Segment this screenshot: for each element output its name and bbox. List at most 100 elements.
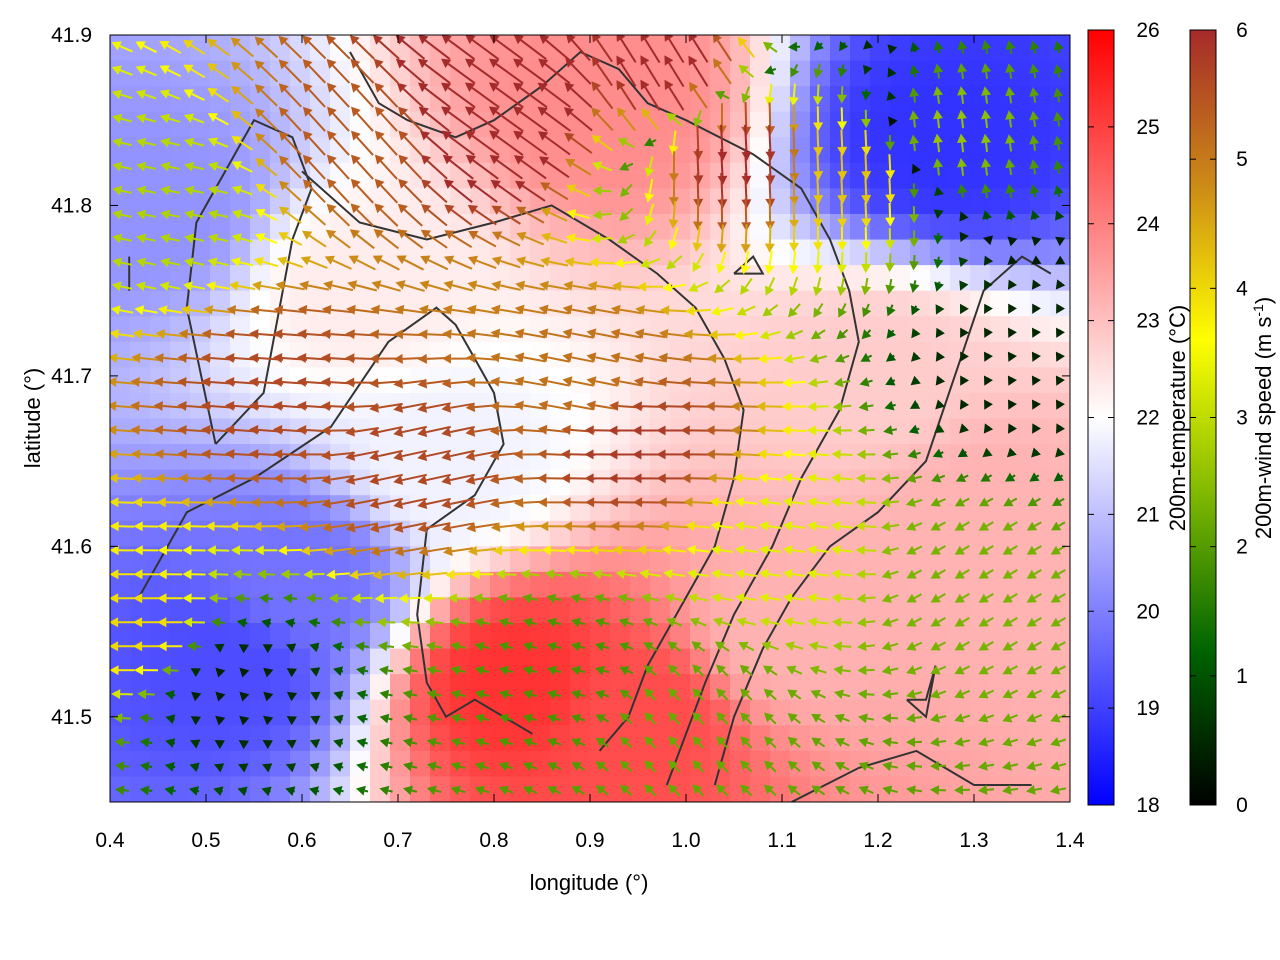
wind-arrow-head	[111, 65, 122, 75]
wind-arrow-head	[205, 521, 215, 532]
wind-arrow-shaft	[212, 309, 233, 314]
wind-arrow-head	[227, 497, 237, 508]
wind-arrow-shaft	[284, 41, 303, 59]
temperature-cell	[690, 648, 711, 675]
temperature-cell	[270, 188, 291, 215]
wind-arrow-shaft	[123, 741, 130, 744]
temperature-cell	[870, 290, 891, 317]
wind-arrow-shaft	[190, 68, 206, 79]
temperature-cell	[170, 546, 191, 573]
wind-arrow	[210, 617, 226, 628]
wind-arrow-head	[302, 59, 313, 69]
wind-arrow-shaft	[141, 333, 160, 338]
wind-arrow-shaft	[307, 523, 330, 528]
temperature-cell	[510, 265, 531, 292]
temperature-cell	[670, 341, 691, 368]
wind-arrow	[111, 89, 133, 100]
temperature-cell	[310, 623, 331, 650]
temperature-cell	[450, 265, 471, 292]
wind-arrow-head	[225, 449, 235, 459]
temperature-cell	[410, 392, 431, 420]
temperature-cell	[630, 571, 651, 599]
temperature-cell	[110, 188, 131, 215]
wind-arrow-shaft	[307, 40, 327, 60]
wind-arrow	[132, 473, 161, 484]
wind-arrow	[159, 281, 181, 292]
temperature-cell	[370, 162, 391, 189]
temperature-cell	[890, 239, 911, 266]
wind-arrow-shaft	[363, 645, 370, 648]
temperature-cell	[610, 35, 631, 62]
temperature-cell	[890, 316, 911, 343]
temperature-cell	[770, 725, 791, 752]
wind-arrow-head	[213, 786, 224, 796]
wind-arrow-shaft	[308, 185, 326, 203]
wind-arrow-head	[325, 229, 337, 240]
temperature-cell	[670, 444, 691, 471]
temperature-cell	[530, 776, 551, 802]
wind-arrow	[136, 257, 157, 268]
wind-arrow-head	[323, 546, 334, 556]
wind-arrow	[113, 713, 131, 724]
temperature-cell	[490, 341, 511, 368]
wind-arrow	[136, 209, 156, 220]
wind-arrow-shaft	[119, 309, 134, 314]
temperature-cell	[850, 444, 871, 471]
wind-arrow	[205, 521, 231, 532]
wind-arrow	[160, 137, 181, 148]
temperature-cell	[650, 111, 671, 138]
wind-arrow-shaft	[915, 451, 921, 455]
wind-arrow-head	[299, 280, 309, 291]
temperature-cell	[830, 571, 851, 599]
wind-arrow-shaft	[529, 573, 540, 577]
temperature-cell	[950, 162, 971, 189]
wind-arrow-shaft	[888, 154, 892, 171]
wind-arrow-shaft	[120, 213, 132, 218]
temperature-cell	[230, 571, 251, 599]
temperature-cell	[250, 162, 271, 189]
wind-arrow-head	[239, 715, 250, 726]
wind-arrow-shaft	[937, 49, 941, 54]
wind-arrow-shaft	[356, 208, 375, 227]
temperature-cell	[810, 699, 831, 726]
temperature-cell	[650, 188, 671, 215]
wind-arrow	[278, 35, 303, 59]
temperature-cell	[650, 674, 671, 701]
wind-arrow	[284, 618, 296, 628]
temperature-cell	[1050, 60, 1070, 87]
wind-arrow-head	[321, 401, 331, 412]
temperature-cell	[430, 750, 451, 778]
temperature-cell	[110, 571, 131, 599]
wind-arrow-head	[133, 641, 143, 652]
wind-arrow-head	[159, 89, 170, 99]
temperature-cell	[790, 341, 811, 368]
wind-arrow	[299, 522, 330, 532]
wind-arrow-shaft	[865, 620, 876, 624]
temperature-cell	[410, 750, 431, 778]
temperature-cell	[810, 367, 831, 394]
temperature-cell	[270, 623, 291, 650]
wind-arrow-shaft	[237, 66, 254, 82]
temperature-cell	[730, 571, 751, 599]
temperature-cell	[770, 86, 791, 113]
wind-arrow-head	[110, 377, 117, 387]
temperature-cell	[290, 750, 311, 778]
wind-arrow-head	[350, 82, 361, 93]
temperature-cell	[1010, 60, 1031, 87]
wind-arrow	[238, 763, 249, 773]
wind-arrow	[350, 203, 375, 227]
wind-arrow-head	[231, 545, 241, 556]
wind-arrow-shaft	[165, 501, 184, 504]
wind-arrow-head	[282, 593, 293, 604]
temperature-cell	[170, 162, 191, 189]
wind-arrow-head	[249, 353, 259, 363]
wind-arrow-shaft	[601, 189, 612, 193]
temperature-cell	[1030, 213, 1051, 241]
wind-arrow-head	[177, 353, 187, 363]
temperature-cell	[610, 418, 631, 445]
temperature-cell	[1030, 367, 1051, 394]
wind-arrow-shaft	[864, 153, 868, 172]
wind-arrow-shaft	[961, 166, 965, 176]
wind-arrow	[161, 665, 179, 676]
wind-arrow-head	[201, 449, 211, 459]
